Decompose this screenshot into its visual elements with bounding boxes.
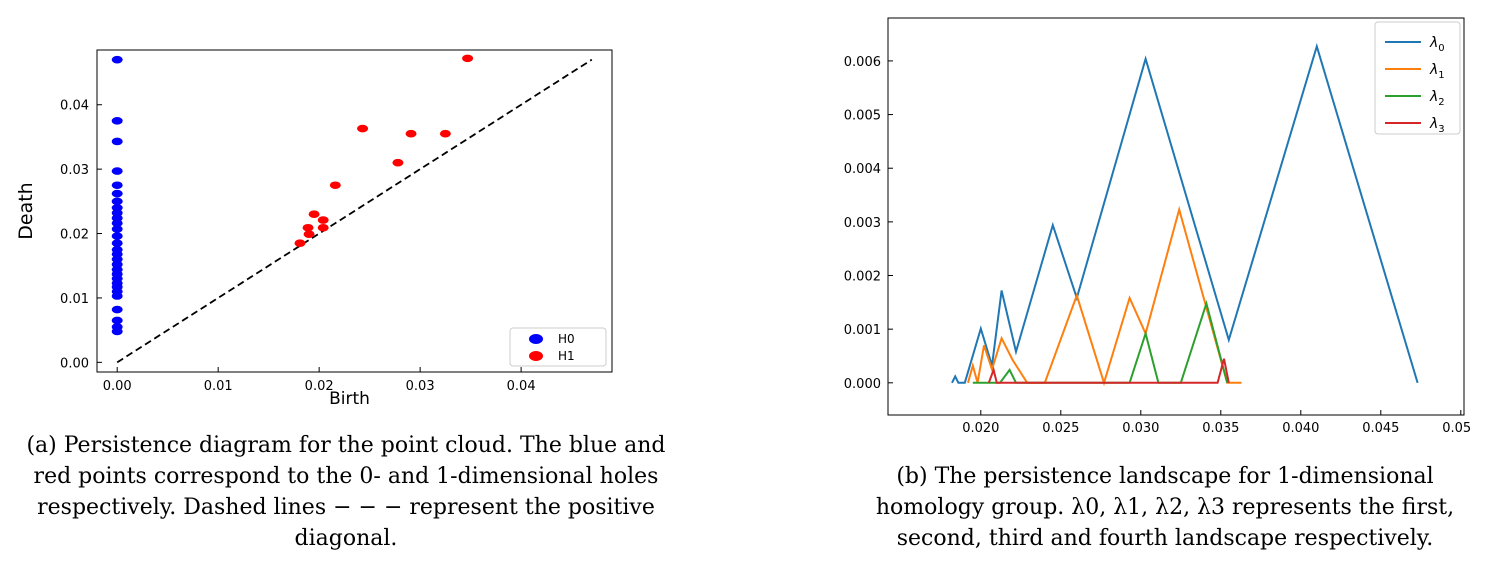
h1-point xyxy=(303,230,315,238)
h0-point xyxy=(111,316,123,325)
h0-point xyxy=(111,232,123,240)
caption-b: (b) The persistence landscape for 1-dime… xyxy=(875,464,1455,551)
landscape-line-1 xyxy=(967,205,1242,387)
x-tick-label: 0.00 xyxy=(103,379,132,394)
x-tick-label: 0.020 xyxy=(962,421,999,436)
h1-point xyxy=(329,181,341,190)
legend-label-lambda-3: λ3 xyxy=(1429,116,1445,135)
x-tick-label: 0.045 xyxy=(1362,421,1399,436)
landscape-line-2 xyxy=(972,299,1229,384)
y-tick-label: 0.003 xyxy=(844,216,881,231)
y-axis-label: Death xyxy=(15,182,37,239)
x-tick-label: 0.04 xyxy=(507,379,536,394)
legend-box xyxy=(1374,21,1461,135)
y-tick-label: 0.000 xyxy=(844,377,881,392)
x-tick-label: 0.040 xyxy=(1282,421,1319,436)
legend-label-h0: H0 xyxy=(558,332,575,346)
h0-point xyxy=(111,117,123,125)
h1-point xyxy=(294,239,306,247)
x-tick-label: 0.02 xyxy=(305,379,334,394)
legend-label-lambda-0: λ0 xyxy=(1429,35,1445,54)
x-tick-label: 0.025 xyxy=(1042,421,1079,436)
h0-point xyxy=(111,137,123,146)
persistence-landscape-chart: 0.020 0.025 0.030 0.035 0.040 0.045 0.050 0.000… xyxy=(844,17,1470,436)
h0-point xyxy=(111,55,123,64)
x-tick-label: 0.035 xyxy=(1202,421,1239,436)
plot-frame xyxy=(887,17,1465,416)
legend-marker-h0 xyxy=(529,334,543,344)
legend-label-h1: H1 xyxy=(558,349,575,363)
y-tick-label: 0.005 xyxy=(844,109,881,124)
h1-point xyxy=(392,158,404,167)
positive-diagonal-line xyxy=(116,58,593,364)
legend-label-lambda-2: λ2 xyxy=(1429,89,1445,108)
h1-point xyxy=(439,129,451,138)
h0-point xyxy=(111,181,123,190)
x-tick-label: 0.03 xyxy=(406,379,435,394)
legend-label-lambda-1: λ1 xyxy=(1429,62,1445,81)
h0-point xyxy=(111,197,123,206)
x-tick-label: 0.030 xyxy=(1122,421,1159,436)
persistence-diagram-chart: 0.00 0.01 0.02 0.03 0.04 0.00 0.01 0.02 0.03 0.04… xyxy=(15,49,613,409)
y-tick-label: 0.006 xyxy=(844,55,881,70)
landscape-line-3 xyxy=(987,358,1230,384)
landscape-line-0 xyxy=(951,42,1419,384)
h0-point xyxy=(111,167,123,175)
h0-point xyxy=(111,305,123,314)
h1-point xyxy=(462,54,474,63)
y-tick-label: 0.001 xyxy=(844,323,881,338)
h0-point xyxy=(111,327,123,336)
h1-point xyxy=(405,129,417,138)
h1-point xyxy=(308,210,320,219)
y-tick-label: 0.01 xyxy=(60,292,89,307)
y-tick-label: 0.03 xyxy=(60,163,89,178)
y-tick-label: 0.00 xyxy=(60,356,89,371)
h0-point xyxy=(111,292,123,300)
x-tick-label: 0.050 xyxy=(1442,421,1470,436)
h0-point xyxy=(111,225,123,233)
h1-point xyxy=(317,216,329,224)
plot-frame xyxy=(96,49,613,373)
h0-point xyxy=(111,189,123,198)
y-tick-label: 0.04 xyxy=(60,99,89,114)
y-tick-label: 0.02 xyxy=(60,228,89,243)
x-tick-label: 0.01 xyxy=(204,379,233,394)
y-tick-label: 0.002 xyxy=(844,270,881,285)
y-tick-label: 0.004 xyxy=(844,162,881,177)
h0-point xyxy=(111,239,123,247)
h1-point xyxy=(357,124,369,133)
h0-point xyxy=(111,219,123,228)
x-axis-label: Birth xyxy=(329,389,370,409)
legend-marker-h1 xyxy=(529,351,543,361)
h1-point xyxy=(302,223,314,232)
caption-a: (a) Persistence diagram for the point cl… xyxy=(26,433,666,551)
h1-point xyxy=(317,223,329,232)
